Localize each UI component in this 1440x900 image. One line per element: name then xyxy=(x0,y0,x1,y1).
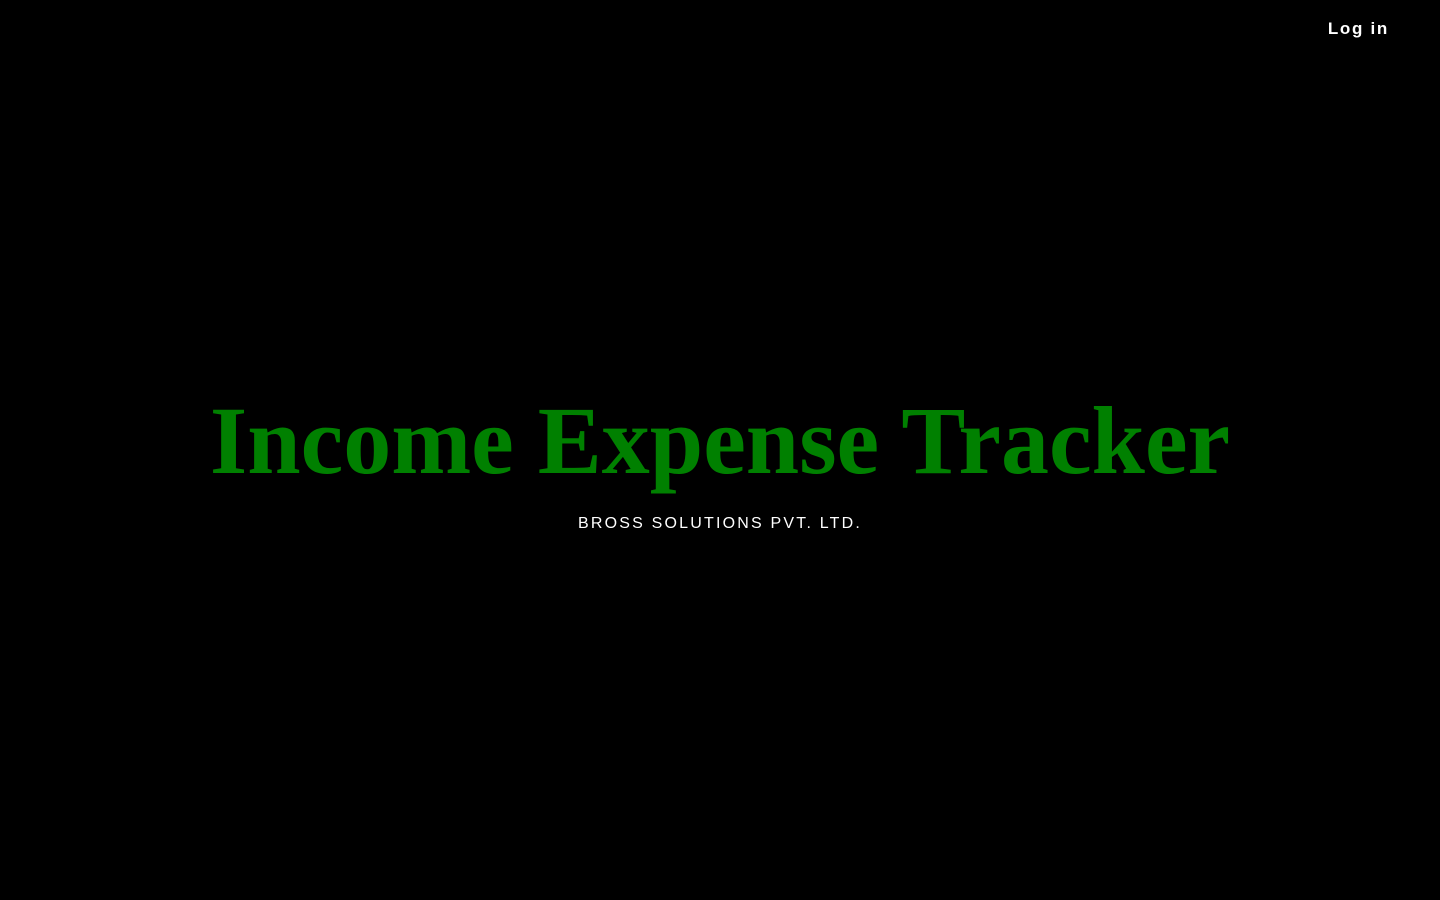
login-link[interactable]: Log in xyxy=(1327,19,1389,38)
page-title: Income Expense Tracker xyxy=(209,387,1231,494)
company-name: BROSS SOLUTIONS PVT. LTD. xyxy=(577,515,863,532)
